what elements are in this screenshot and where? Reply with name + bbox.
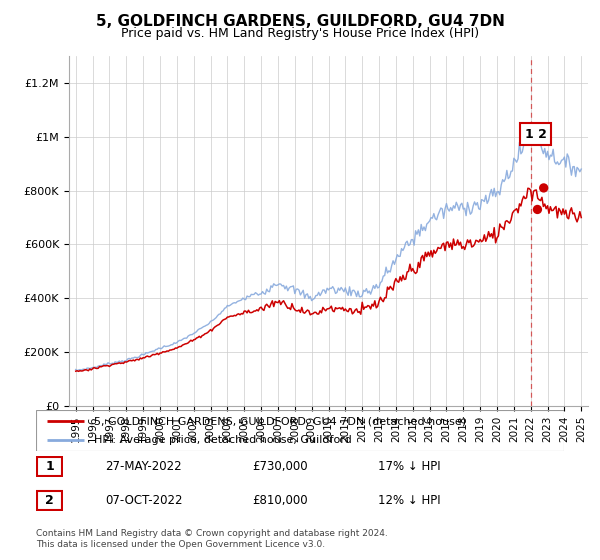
Text: 5, GOLDFINCH GARDENS, GUILDFORD, GU4 7DN (detached house): 5, GOLDFINCH GARDENS, GUILDFORD, GU4 7DN… xyxy=(94,417,466,426)
Text: £730,000: £730,000 xyxy=(252,460,308,473)
Text: 1: 1 xyxy=(45,460,54,473)
Text: 2: 2 xyxy=(45,493,54,507)
Text: Contains HM Land Registry data © Crown copyright and database right 2024.
This d: Contains HM Land Registry data © Crown c… xyxy=(36,529,388,549)
Text: £810,000: £810,000 xyxy=(252,493,308,507)
Text: 27-MAY-2022: 27-MAY-2022 xyxy=(105,460,182,473)
Point xyxy=(533,205,542,214)
Text: 07-OCT-2022: 07-OCT-2022 xyxy=(105,493,182,507)
Text: 17% ↓ HPI: 17% ↓ HPI xyxy=(378,460,440,473)
Text: Price paid vs. HM Land Registry's House Price Index (HPI): Price paid vs. HM Land Registry's House … xyxy=(121,27,479,40)
Text: HPI: Average price, detached house, Guildford: HPI: Average price, detached house, Guil… xyxy=(94,435,352,445)
Text: 12% ↓ HPI: 12% ↓ HPI xyxy=(378,493,440,507)
Text: 1 2: 1 2 xyxy=(525,128,547,141)
Text: 5, GOLDFINCH GARDENS, GUILDFORD, GU4 7DN: 5, GOLDFINCH GARDENS, GUILDFORD, GU4 7DN xyxy=(95,14,505,29)
Point xyxy=(539,184,548,193)
